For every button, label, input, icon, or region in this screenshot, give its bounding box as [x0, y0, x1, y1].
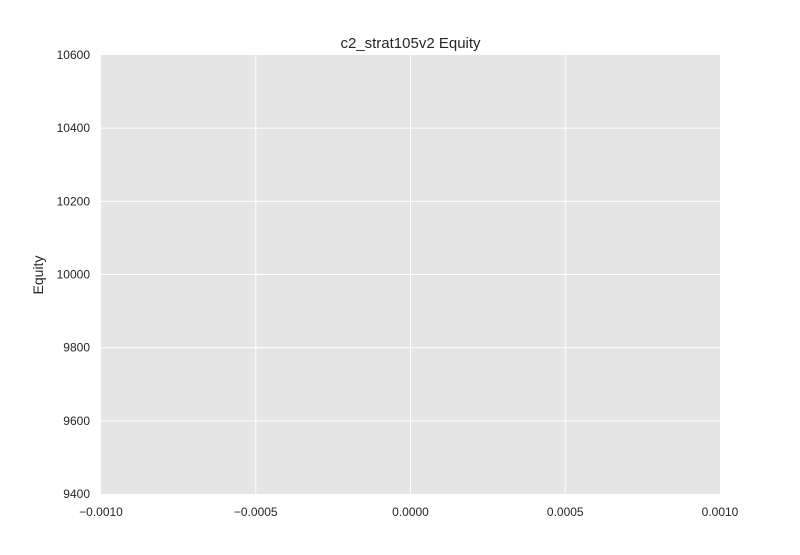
x-tick-label: 0.0000 — [392, 505, 429, 519]
y-tick-label: 10000 — [57, 268, 91, 282]
y-tick-label: 9600 — [63, 414, 90, 428]
x-tick-label: −0.0005 — [234, 505, 278, 519]
x-axis: −0.0010 −0.0005 0.0000 0.0005 0.0010 — [79, 505, 739, 519]
y-tick-label: 10400 — [57, 121, 91, 135]
y-tick-label: 9800 — [63, 341, 90, 355]
chart-title: c2_strat105v2 Equity — [340, 35, 481, 52]
y-tick-label: 10200 — [57, 194, 91, 208]
y-tick-label: 10600 — [57, 48, 91, 62]
grid-lines — [101, 55, 720, 494]
x-tick-label: 0.0005 — [547, 505, 584, 519]
y-axis: 9400 9600 9800 10000 10200 10400 10600 — [57, 48, 91, 501]
y-tick-label: 9400 — [63, 487, 90, 501]
x-tick-label: −0.0010 — [79, 505, 123, 519]
x-tick-label: 0.0010 — [702, 505, 739, 519]
y-axis-label: Equity — [30, 256, 46, 295]
